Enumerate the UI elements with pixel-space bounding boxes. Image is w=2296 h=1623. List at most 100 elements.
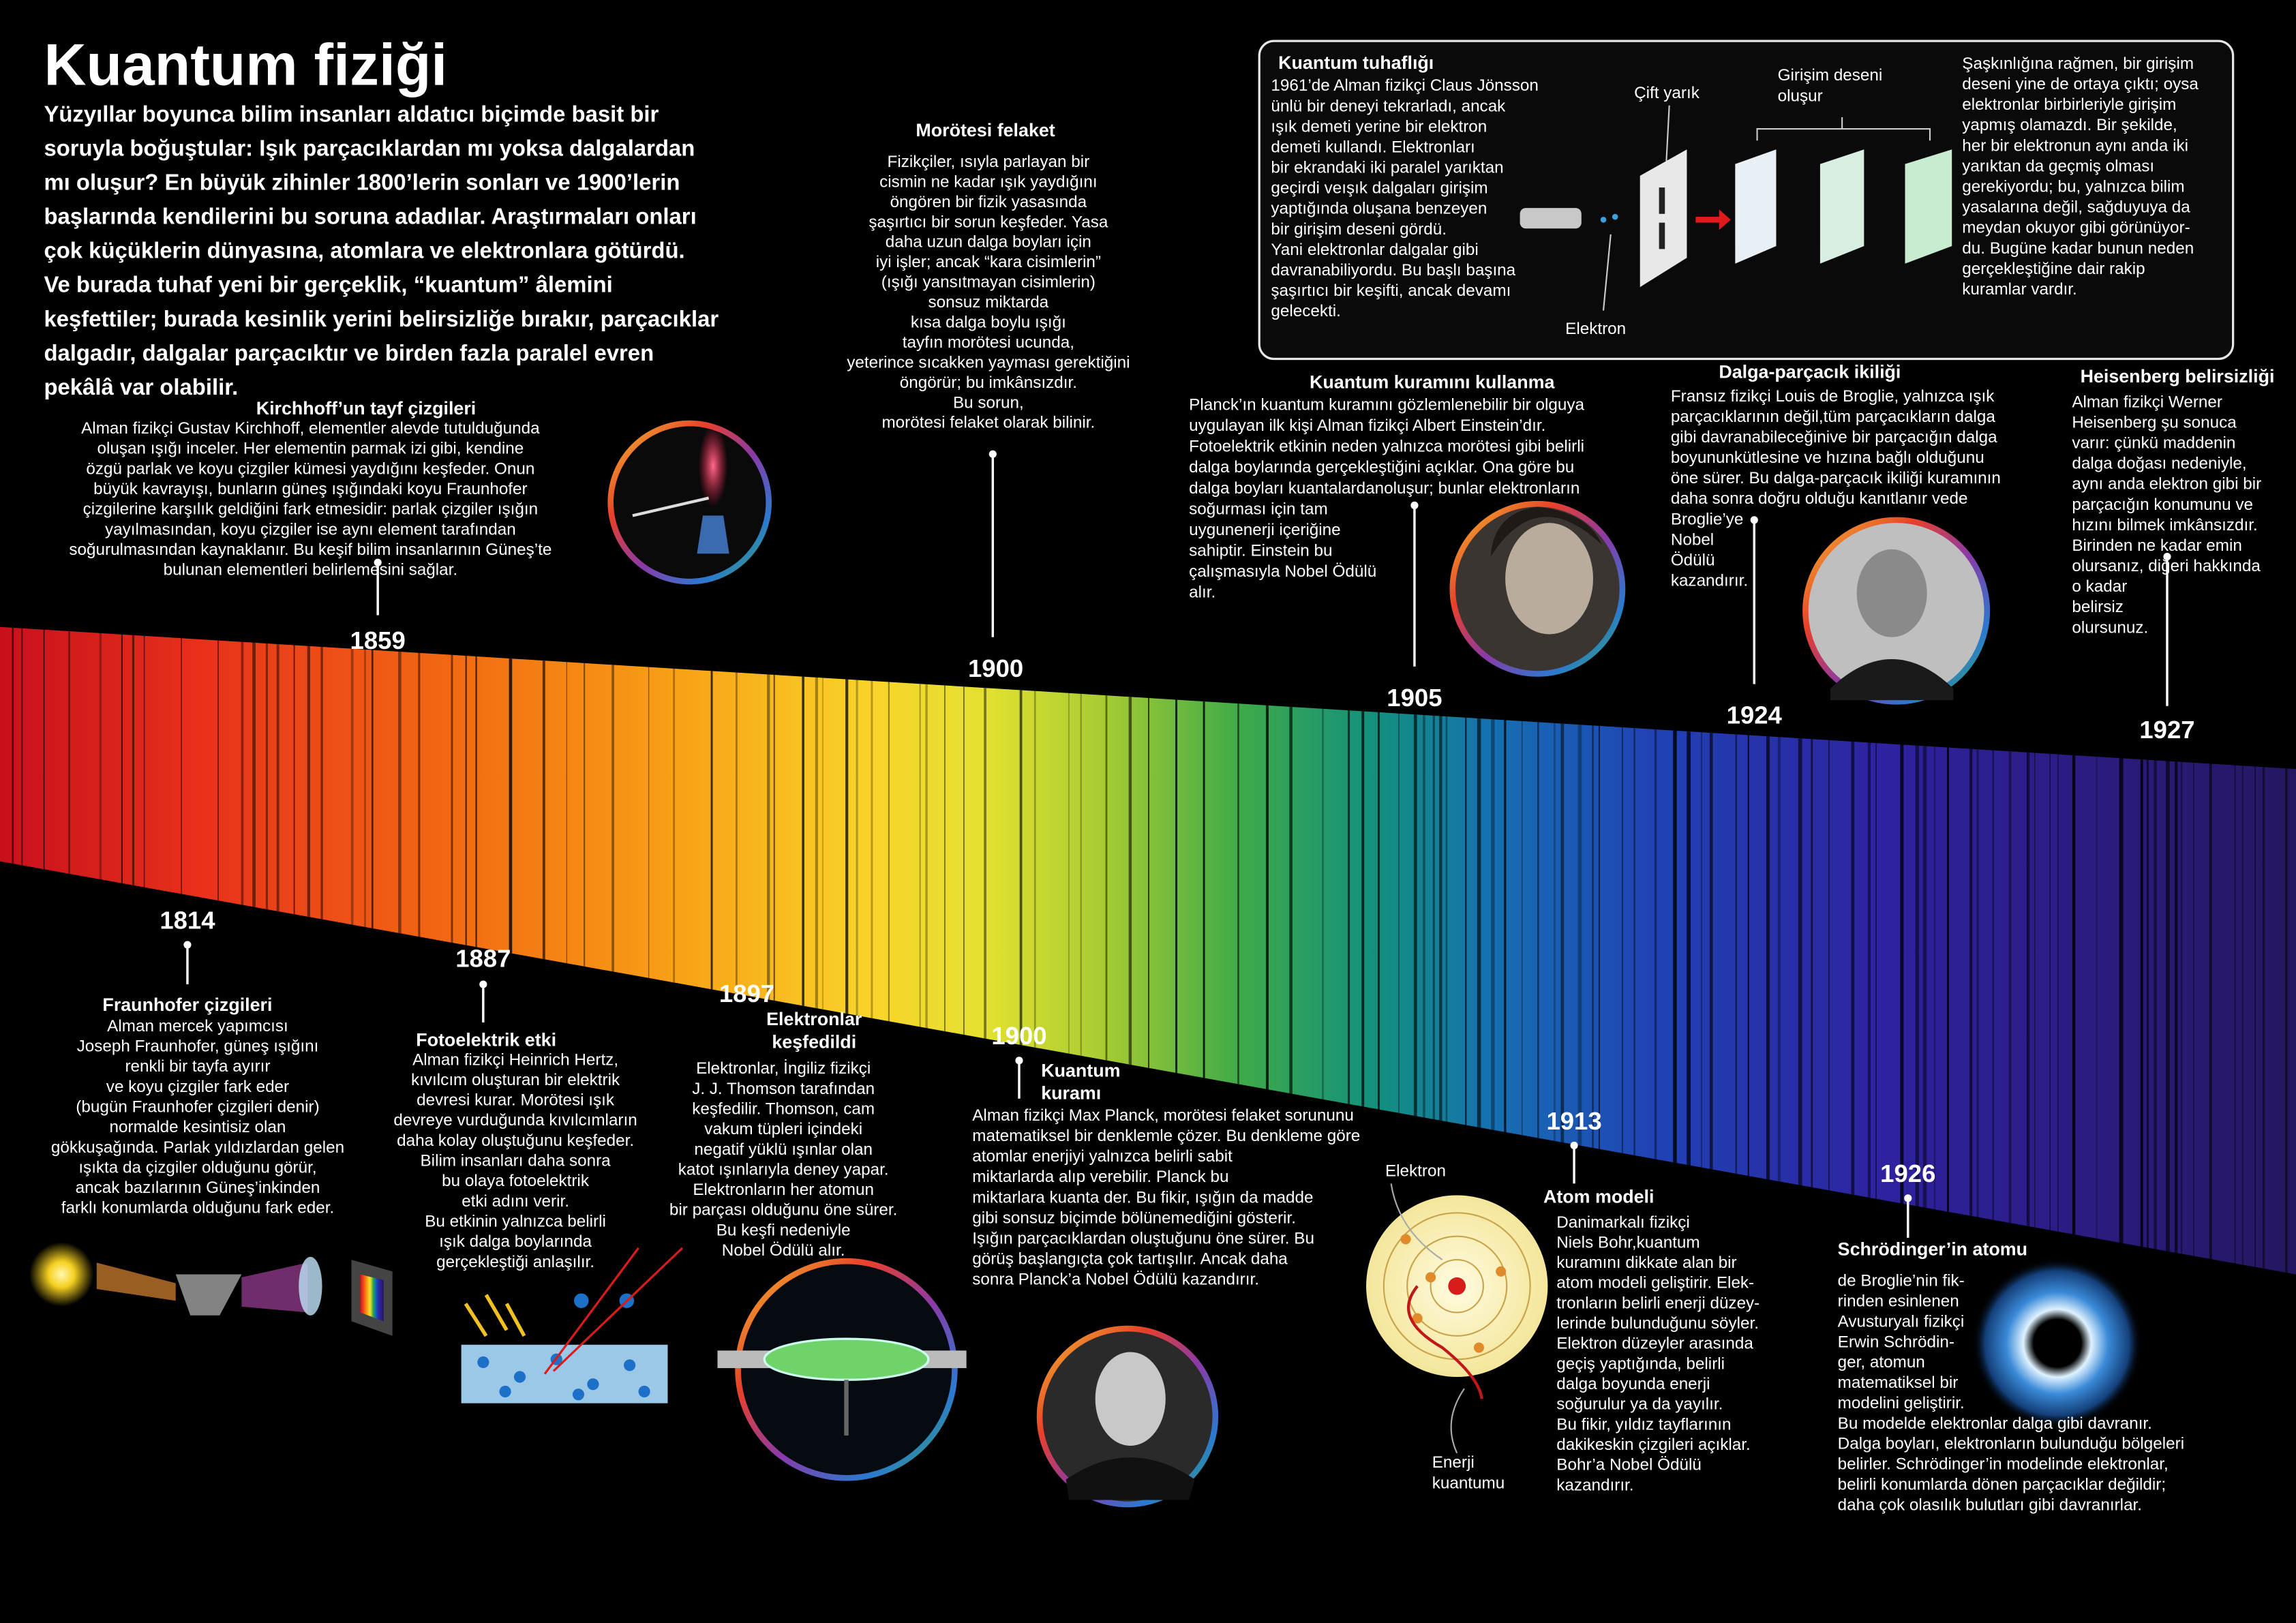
event-text: belirsiz [2072, 598, 2123, 616]
event-text: Bu sorun, [953, 393, 1024, 412]
absorption-line [1673, 626, 1677, 1275]
absorption-line [2241, 626, 2244, 1275]
event-text: Danimarkalı fizikçi [1556, 1213, 1689, 1232]
absorption-line [1828, 626, 1830, 1275]
experiment-text: ışık demeti yerine bir elektron [1271, 117, 1487, 136]
absorption-line [773, 626, 775, 1275]
event-year: 1905 [1387, 684, 1442, 712]
absorption-line [2193, 626, 2194, 1275]
kirchhoff-photo [607, 420, 772, 585]
experiment-text: meydan okuyor gibi görünüyor- [1962, 219, 2190, 237]
absorption-line [2234, 626, 2236, 1275]
event-text: soğurması için tam [1189, 500, 1328, 518]
event-text: kazandırır. [1671, 572, 1748, 590]
event-text: lerinde bulunduğunu söyler. [1556, 1314, 1759, 1333]
experiment-box [1258, 40, 2235, 361]
event-text: matematiksel bir denklemle çözer. Bu den… [972, 1127, 1360, 1145]
event-text: Planck’ın kuantum kuramını gözlemlenebil… [1189, 396, 1584, 414]
absorption-line [1701, 626, 1702, 1275]
event-text: renkli bir tayfa ayırır [125, 1057, 270, 1076]
event-text: görüş başlangıçta çok tartışılır. Ancak … [972, 1250, 1288, 1269]
pattern-label: oluşur [1778, 87, 1823, 105]
photoelectric-plate [461, 1247, 684, 1404]
absorption-line [1992, 626, 1995, 1275]
absorption-line [1080, 626, 1082, 1275]
experiment-text: 1961’de Alman fizikçi Claus Jönsson [1271, 76, 1538, 95]
event-text: cismin ne kadar ışık yaydığını [879, 172, 1098, 191]
absorption-line [1553, 626, 1556, 1275]
absorption-line [1933, 626, 1936, 1275]
absorption-line [1798, 626, 1802, 1275]
event-text: ışıkta da çizgiler olduğunu görür, [78, 1158, 316, 1177]
event-text: Birinden ne kadar emin [2072, 536, 2241, 555]
energy-quantum-label: kuantumu [1432, 1474, 1505, 1492]
event-text: Ödülü [1671, 551, 1715, 569]
event-title: Schrödinger’in atomu [1838, 1239, 2027, 1260]
event-text: devreye vurduğunda kıvılcımların [393, 1111, 637, 1129]
event-text: J. J. Thomson tarafından [692, 1080, 875, 1098]
experiment-text: kuramlar vardır. [1962, 280, 2077, 299]
event-title: kuramı [1041, 1083, 1101, 1104]
absorption-line [2119, 626, 2124, 1275]
absorption-line [1633, 626, 1636, 1275]
einstein-photo [1449, 500, 1626, 677]
event-text: sahiptir. Einstein bu [1189, 541, 1332, 560]
absorption-line [735, 626, 738, 1275]
pin-dot [479, 980, 487, 988]
experiment-text: bir ekrandaki iki paralel yarıktan [1271, 159, 1503, 177]
absorption-line [1265, 626, 1269, 1275]
event-text: bulunan elementleri belirlemesini sağlar… [164, 561, 458, 579]
event-title: Fotoelektrik etki [416, 1029, 556, 1050]
de-broglie-photo [1802, 517, 1991, 705]
event-text: Bu etkinin yalnızca belirli [425, 1212, 606, 1230]
absorption-line [2154, 626, 2157, 1275]
event-text: Nobel Ödülü alır. [722, 1241, 845, 1260]
pin-dot [374, 558, 382, 566]
absorption-line [1867, 626, 1871, 1275]
event-text: modelini geliştirir. [1838, 1394, 1965, 1412]
absorption-line [2180, 626, 2183, 1275]
event-text: öngörür; bu imkânsızdır. [900, 374, 1077, 392]
absorption-line [767, 626, 770, 1275]
event-year: 1887 [455, 944, 511, 972]
absorption-line [1491, 626, 1495, 1275]
event-text: büyük kavrayışı, bunların güneş ışığında… [93, 480, 528, 498]
event-text: dalga doğası nedeniyle, [2072, 455, 2246, 473]
absorption-line [2174, 626, 2178, 1275]
event-text: parçacığın konumunu ve [2072, 496, 2253, 514]
event-text: atomlar enerjiyi yalnızca belirli sabit [972, 1147, 1233, 1166]
event-text: olursunuz. [2072, 618, 2148, 637]
event-year: 1897 [719, 980, 774, 1007]
event-text: dalga boyları kuantalardanoluşur; bunlar… [1189, 479, 1580, 498]
absorption-line [963, 626, 965, 1275]
schrodinger-atom [1972, 1258, 2143, 1429]
experiment-text: Şaşkınlığına rağmen, bir girişim [1962, 55, 2194, 73]
absorption-line [1875, 626, 1877, 1275]
event-text: boyununkütlesine ve hızına bağlı olduğun… [1671, 449, 1984, 467]
absorption-line [888, 626, 890, 1275]
event-text: ger, atomun [1838, 1353, 1925, 1371]
absorption-line [1128, 626, 1132, 1275]
absorption-line [1105, 626, 1108, 1275]
event-text: Elektronlar, İngiliz fizikçi [696, 1059, 871, 1078]
event-text: Broglie’ye [1671, 510, 1744, 528]
absorption-line [2008, 626, 2012, 1275]
intro-line: soruyla boğuştular: Işık parçacıklardan … [44, 135, 695, 160]
absorption-line [1811, 626, 1813, 1275]
absorption-line [1537, 626, 1539, 1275]
event-text: yeterince sıcakken yayması gerektiğini [847, 353, 1130, 371]
event-text: miktarlarda alıp verebilir. Planck bu [972, 1168, 1228, 1186]
event-text: negatif yüklü ışınlar olan [694, 1140, 873, 1159]
main-title: Kuantum fiziği [44, 33, 447, 98]
absorption-line [1413, 626, 1417, 1275]
event-text: dalga boylarında gerçekleştiğini açıklar… [1189, 458, 1574, 476]
experiment-text: gerekiyordu; bu, yalnızca bilim [1962, 178, 2184, 196]
experiment-text: elektronlar birbirleriyle girişim [1962, 95, 2176, 114]
absorption-line [648, 626, 650, 1275]
absorption-line [1687, 626, 1691, 1275]
intro-line: başlarında kendilerini bu soruna adadıla… [44, 204, 696, 229]
event-text: Bu modelde elektronlar dalga gibi davran… [1838, 1414, 2152, 1433]
absorption-line [2285, 626, 2288, 1275]
event-text: de Broglie’nin fik- [1838, 1272, 1965, 1290]
